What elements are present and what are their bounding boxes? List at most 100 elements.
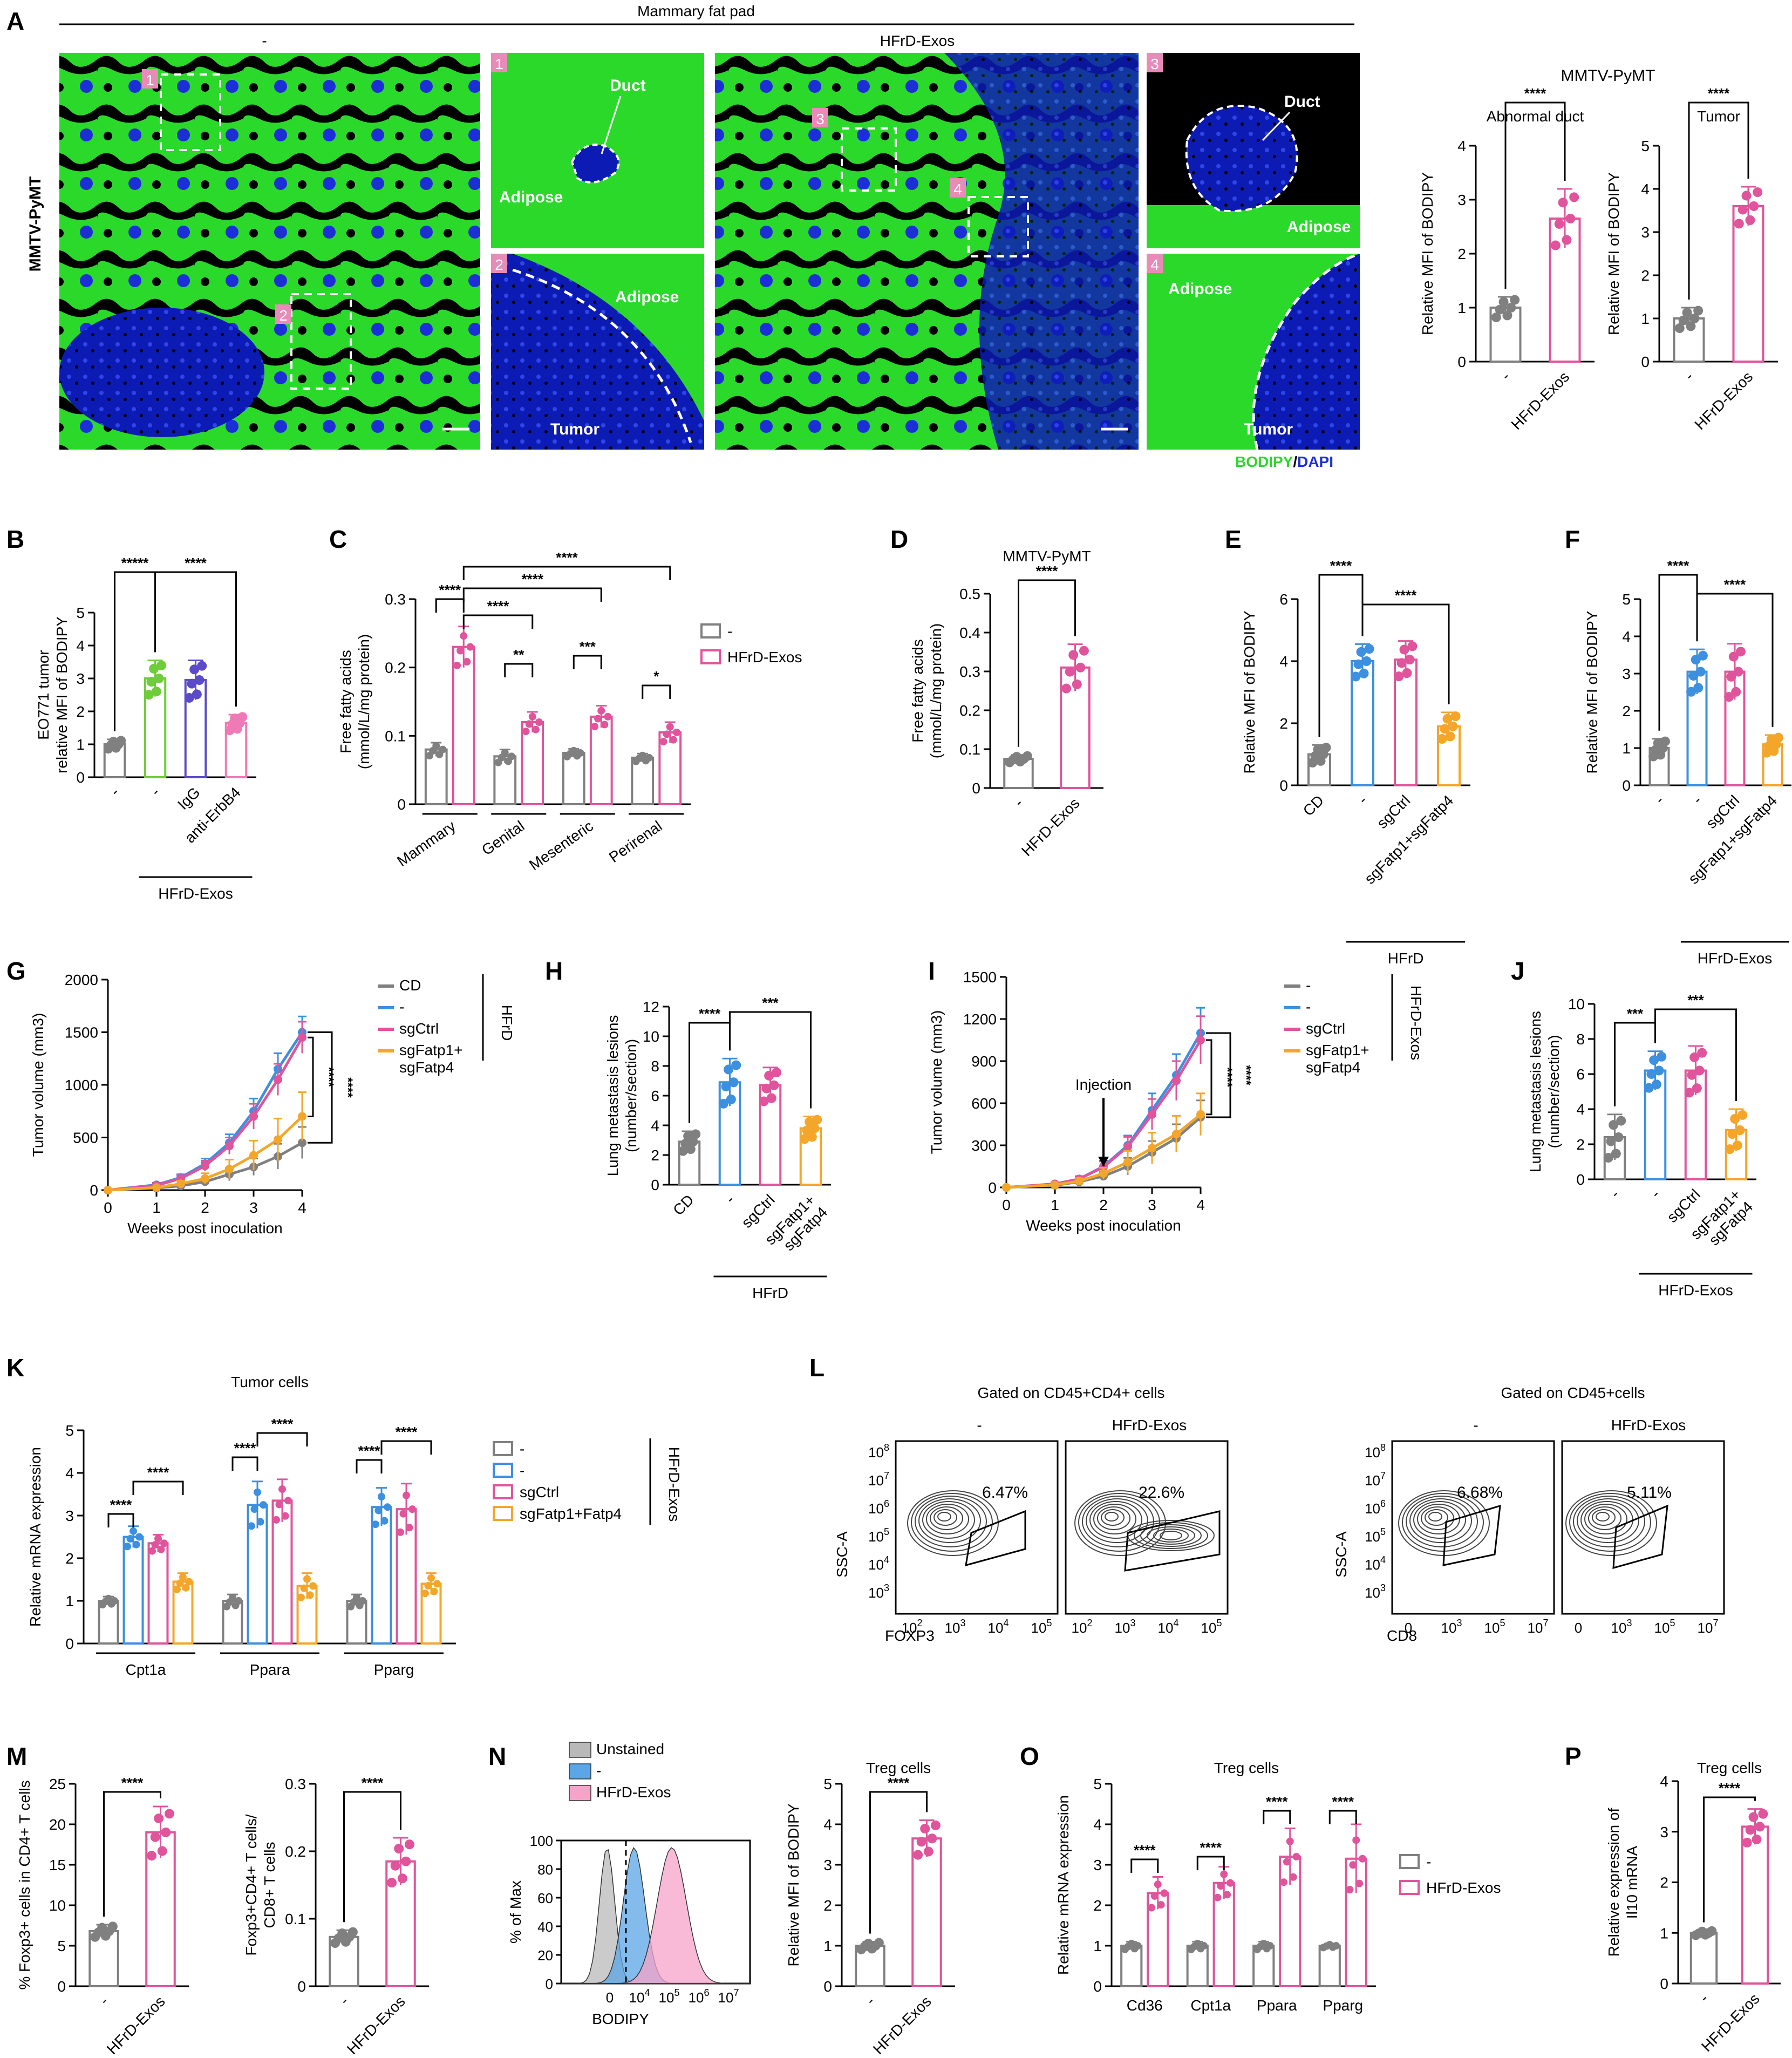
contour-line xyxy=(1569,1493,1651,1552)
data-point xyxy=(1644,1083,1654,1093)
y-axis-label: Relative MFI of BODIPY xyxy=(1241,610,1258,773)
data-point xyxy=(1695,667,1706,677)
data-point xyxy=(532,725,540,733)
tick-base: 10 xyxy=(689,1989,704,2006)
category-label: Cd36 xyxy=(1127,1997,1163,2014)
data-point xyxy=(1148,1144,1156,1153)
panel-a-images: Mammary fat pad - HFrD-Exos MMTV-PyMT 1 xyxy=(26,3,1655,470)
inset-2-tag-bg xyxy=(491,254,507,273)
data-point xyxy=(225,1142,234,1151)
significance-label: **** xyxy=(110,1497,132,1513)
panel-l-flow: Gated on CD45+CD4+ cells Gated on CD45+c… xyxy=(834,1384,1725,1644)
panel-letter-l: L xyxy=(809,1354,825,1382)
panel-letter-d: D xyxy=(890,525,908,553)
data-point xyxy=(1603,1153,1613,1163)
y-axis-label-line: Relative expression of xyxy=(1605,1808,1622,1957)
tick-exponent: 4 xyxy=(884,1554,889,1565)
significance-bracket xyxy=(103,1791,161,1917)
flow-x-tick-label: 0 xyxy=(1575,1620,1582,1636)
data-point xyxy=(1448,721,1458,731)
tick-base: 10 xyxy=(868,1472,884,1489)
histogram-legend-swatch xyxy=(569,1742,591,1758)
data-point xyxy=(1674,323,1685,333)
significance-bracket xyxy=(1696,593,1774,727)
data-point xyxy=(154,674,164,683)
data-point xyxy=(281,1512,289,1520)
data-point xyxy=(1160,1889,1168,1897)
inset-box-4 xyxy=(967,196,1029,257)
contour-line xyxy=(930,1506,963,1530)
y-axis-label: Relative expression of Il10 mRNA xyxy=(1605,1808,1640,1957)
y-tick-label: 2 xyxy=(1641,267,1650,284)
data-point xyxy=(235,1597,243,1605)
y-axis-label: Free fatty acids (mmol/L/mg protein) xyxy=(909,623,944,759)
data-point xyxy=(460,632,468,640)
gate-percentage: 5.11% xyxy=(1627,1484,1672,1502)
data-point xyxy=(176,1579,184,1587)
panel-letter-o: O xyxy=(1020,1742,1039,1770)
y-tick-label: 600 xyxy=(971,1095,997,1112)
significance-label: **** xyxy=(1524,85,1546,101)
y-tick-label: 4 xyxy=(76,637,85,654)
data-point xyxy=(179,1573,187,1581)
data-point xyxy=(731,1060,741,1070)
flow-y-tick-label: 105 xyxy=(868,1526,889,1545)
contour-line xyxy=(1140,1524,1202,1547)
data-point xyxy=(176,1179,185,1188)
significance-label: **** xyxy=(362,1775,384,1791)
data-point xyxy=(1200,1942,1208,1950)
inset-1-duct-pointer xyxy=(601,96,622,154)
contour-line xyxy=(937,1512,951,1522)
data-point xyxy=(669,736,677,744)
histogram-y-tick-label: 40 xyxy=(537,1919,553,1935)
data-point xyxy=(724,1064,734,1075)
data-point xyxy=(453,661,461,669)
y-axis-label: Relative MFI of BODIPY xyxy=(1584,610,1600,773)
group-label: HFrD xyxy=(752,1285,788,1301)
gate-polygon xyxy=(965,1510,1026,1567)
tick-exponent: 3 xyxy=(1130,1618,1135,1628)
data-point xyxy=(759,1096,769,1106)
histogram-y-tick-label: 60 xyxy=(537,1890,553,1906)
inset-tag-4: 4 xyxy=(953,181,962,198)
significance-bracket xyxy=(256,1432,308,1446)
data-point xyxy=(378,1493,385,1501)
data-point xyxy=(151,687,161,697)
data-point xyxy=(107,1921,118,1932)
stain-dapi: DAPI xyxy=(1297,453,1333,470)
data-point xyxy=(161,1828,171,1837)
flow-y-tick-label: 103 xyxy=(1365,1582,1386,1601)
stain-bodipy: BODIPY xyxy=(1235,453,1293,470)
contour-line xyxy=(1413,1501,1466,1539)
x-axis-label: Weeks post inoculation xyxy=(127,1220,282,1237)
flow-y-tick-label: 104 xyxy=(1365,1554,1386,1573)
flow-left-exos: HFrD-Exos xyxy=(1112,1417,1187,1434)
data-point xyxy=(672,729,680,736)
data-point xyxy=(1396,658,1407,668)
data-point xyxy=(1758,1809,1768,1819)
x-tick-label: 4 xyxy=(298,1199,306,1216)
significance-bracket xyxy=(462,614,534,629)
data-point xyxy=(126,1535,134,1543)
data-point xyxy=(1079,646,1089,656)
y-tick-label: 0 xyxy=(297,1978,306,1995)
gate-polygon xyxy=(1124,1510,1221,1572)
data-point xyxy=(1075,1177,1084,1186)
data-point xyxy=(927,1833,937,1844)
data-point xyxy=(157,1846,167,1856)
inset-3-duct xyxy=(1185,105,1298,213)
y-tick-label: 4 xyxy=(1641,181,1650,198)
inset-2-adipose-area xyxy=(513,254,704,421)
data-point xyxy=(1445,731,1455,742)
flow-plot: 6.68% xyxy=(1391,1440,1555,1615)
data-point xyxy=(359,1597,367,1605)
data-point xyxy=(1660,736,1670,746)
inset-3-tag-bg xyxy=(1147,53,1163,72)
data-point xyxy=(916,1837,926,1847)
histogram-exos xyxy=(561,1847,750,1984)
inset-box-3 xyxy=(841,127,897,192)
y-tick-label: 4 xyxy=(1093,1816,1102,1833)
tick-exponent: 6 xyxy=(884,1498,889,1509)
tick-exponent: 6 xyxy=(1380,1498,1386,1509)
y-axis-label-line: Free fatty acids xyxy=(337,650,354,753)
